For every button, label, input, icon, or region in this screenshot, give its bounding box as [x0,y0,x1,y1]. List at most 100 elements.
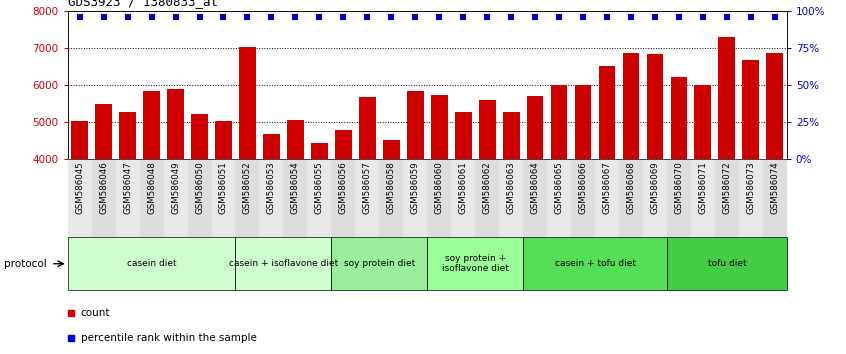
Bar [431,95,448,308]
Text: GSM586054: GSM586054 [291,162,299,215]
Bar [235,159,260,237]
Bar [599,65,615,308]
Bar [527,96,543,308]
Bar [188,159,212,237]
Text: GSM586055: GSM586055 [315,162,324,215]
Bar [191,114,208,308]
Text: GSM586045: GSM586045 [75,162,84,215]
Text: count: count [80,308,110,318]
Text: GSM586051: GSM586051 [219,162,228,215]
Bar [68,159,91,237]
Bar [307,159,332,237]
Text: soy protein diet: soy protein diet [343,259,415,268]
Text: GSM586063: GSM586063 [507,162,515,215]
Text: GSM586050: GSM586050 [195,162,204,215]
Bar [379,159,404,237]
Text: GSM586057: GSM586057 [363,162,371,215]
Bar [168,89,184,308]
Bar [163,159,188,237]
Text: casein + isoflavone diet: casein + isoflavone diet [228,259,338,268]
Text: GSM586068: GSM586068 [627,162,635,215]
Bar [574,85,591,308]
Text: GSM586060: GSM586060 [435,162,443,215]
Text: GSM586067: GSM586067 [602,162,612,215]
Bar [96,103,112,308]
Bar [404,159,427,237]
Bar [427,237,523,290]
Text: GSM586070: GSM586070 [674,162,684,215]
Bar [287,120,304,308]
Bar [547,159,571,237]
Bar [695,85,711,308]
Bar [71,121,88,308]
Bar [739,159,763,237]
Bar [235,237,332,290]
Bar [479,100,496,308]
Bar [595,159,619,237]
Text: percentile rank within the sample: percentile rank within the sample [80,333,256,343]
Bar [143,91,160,308]
Bar [455,112,471,308]
Text: GSM586073: GSM586073 [746,162,755,215]
Text: soy protein +
isoflavone diet: soy protein + isoflavone diet [442,254,508,273]
Bar [451,159,475,237]
Bar [311,143,327,308]
Text: GSM586058: GSM586058 [387,162,396,215]
Bar [140,159,163,237]
Bar [763,159,787,237]
Bar [671,77,687,308]
Bar [766,53,783,308]
Bar [263,134,280,308]
Text: GSM586048: GSM586048 [147,162,156,215]
Text: tofu diet: tofu diet [707,259,746,268]
Bar [116,159,140,237]
Bar [355,159,379,237]
Bar [215,121,232,308]
Text: GSM586046: GSM586046 [99,162,108,215]
Text: casein diet: casein diet [127,259,176,268]
Text: GSM586061: GSM586061 [459,162,468,215]
Bar [475,159,499,237]
Bar [332,237,427,290]
Text: GSM586049: GSM586049 [171,162,180,214]
Text: GSM586059: GSM586059 [411,162,420,214]
Text: GSM586072: GSM586072 [722,162,731,215]
Text: GSM586066: GSM586066 [579,162,587,215]
Text: GSM586071: GSM586071 [699,162,707,215]
Text: GSM586052: GSM586052 [243,162,252,215]
Bar [715,159,739,237]
Text: GSM586065: GSM586065 [555,162,563,215]
Bar [212,159,235,237]
Text: GSM586062: GSM586062 [483,162,492,215]
Text: casein + tofu diet: casein + tofu diet [554,259,635,268]
Text: GSM586056: GSM586056 [339,162,348,215]
Bar [743,60,759,308]
Bar [691,159,715,237]
Bar [619,159,643,237]
Bar [643,159,667,237]
Bar [523,159,547,237]
Text: GDS3923 / 1380833_at: GDS3923 / 1380833_at [68,0,217,8]
Text: protocol: protocol [4,259,47,269]
Bar [523,237,667,290]
Bar [571,159,595,237]
Bar [667,237,787,290]
Text: GSM586069: GSM586069 [651,162,659,214]
Bar [407,91,424,308]
Bar [551,85,568,308]
Bar [68,237,235,290]
Bar [499,159,523,237]
Bar [283,159,307,237]
Bar [260,159,283,237]
Bar [646,54,663,308]
Bar [718,38,735,308]
Text: GSM586064: GSM586064 [530,162,540,215]
Text: GSM586047: GSM586047 [124,162,132,215]
Bar [359,97,376,308]
Bar [119,112,136,308]
Bar [667,159,691,237]
Bar [623,53,640,308]
Text: GSM586074: GSM586074 [771,162,779,215]
Bar [427,159,451,237]
Text: GSM586053: GSM586053 [267,162,276,215]
